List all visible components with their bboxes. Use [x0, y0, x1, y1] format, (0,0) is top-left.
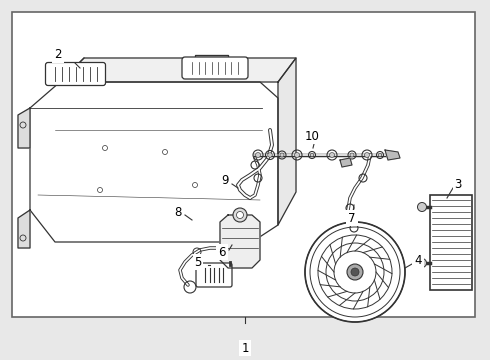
Circle shape [280, 153, 284, 157]
Circle shape [310, 153, 314, 157]
Text: 1: 1 [241, 342, 249, 355]
Polygon shape [278, 58, 296, 225]
Circle shape [417, 202, 426, 211]
Text: 6: 6 [218, 246, 226, 258]
Circle shape [305, 222, 405, 322]
Polygon shape [18, 210, 30, 248]
Circle shape [268, 153, 272, 157]
Circle shape [329, 153, 335, 158]
Circle shape [237, 211, 244, 219]
Text: 9: 9 [221, 174, 229, 186]
Polygon shape [385, 150, 400, 160]
Circle shape [233, 208, 247, 222]
Circle shape [255, 153, 261, 158]
Circle shape [347, 264, 363, 280]
Circle shape [365, 153, 369, 158]
Text: 3: 3 [454, 177, 462, 190]
Polygon shape [220, 215, 260, 268]
Polygon shape [30, 82, 278, 242]
Polygon shape [18, 108, 30, 148]
Bar [12, 12, 475, 317]
Circle shape [294, 153, 299, 158]
Polygon shape [340, 158, 352, 167]
Text: 4: 4 [414, 253, 422, 266]
Polygon shape [195, 55, 228, 68]
FancyBboxPatch shape [196, 263, 232, 287]
Text: 10: 10 [305, 130, 319, 143]
Circle shape [350, 153, 354, 157]
Circle shape [378, 153, 382, 157]
FancyBboxPatch shape [46, 63, 105, 85]
Circle shape [351, 268, 359, 276]
Text: 5: 5 [195, 256, 202, 269]
Circle shape [417, 258, 426, 267]
FancyBboxPatch shape [182, 57, 248, 79]
Text: 7: 7 [348, 211, 356, 225]
Text: 8: 8 [174, 206, 182, 219]
Bar [430, 195, 472, 290]
Polygon shape [60, 58, 296, 82]
Text: 2: 2 [54, 49, 62, 62]
